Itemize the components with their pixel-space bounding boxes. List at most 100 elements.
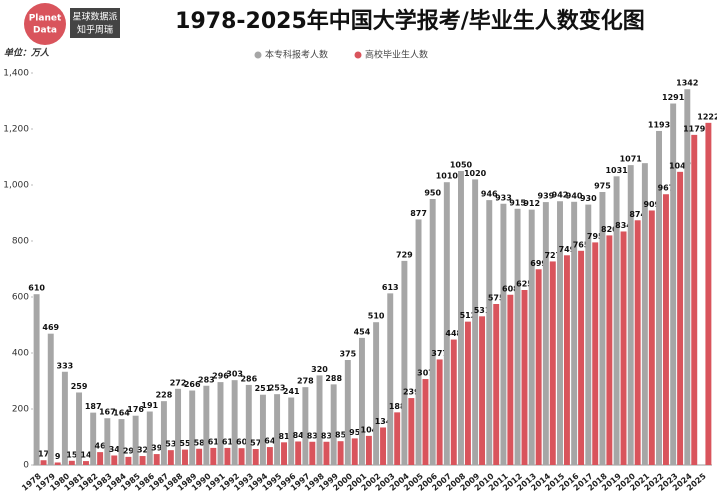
bar <box>691 134 698 465</box>
value-label: 1222 <box>697 112 717 121</box>
value-label: 1010 <box>436 172 459 181</box>
value-label: 85 <box>335 431 347 440</box>
bar <box>217 382 224 465</box>
value-label: 239 <box>403 388 420 397</box>
bar <box>479 316 486 465</box>
value-label: 259 <box>71 382 88 391</box>
bar <box>33 294 40 465</box>
y-tick-label: 0 <box>23 461 29 471</box>
bar <box>330 384 337 465</box>
value-label: 286 <box>240 374 257 383</box>
value-label: 288 <box>325 374 342 383</box>
value-label: 272 <box>170 378 187 387</box>
value-label: 296 <box>212 372 229 381</box>
bar <box>415 219 422 465</box>
bar <box>464 321 471 465</box>
bar <box>394 412 401 465</box>
bar <box>408 398 415 465</box>
value-label: 134 <box>375 417 392 426</box>
value-label: 307 <box>417 369 434 378</box>
value-label: 930 <box>580 194 597 203</box>
logo-brand: 星球数据派 <box>72 11 117 23</box>
bar <box>571 201 578 466</box>
bar <box>641 163 648 465</box>
bar <box>104 418 111 465</box>
y-tick-label: 600 <box>12 293 29 303</box>
bar <box>337 441 344 465</box>
value-label: 625 <box>516 280 533 289</box>
bar <box>47 333 54 465</box>
bar <box>316 375 323 465</box>
bar <box>274 394 281 465</box>
bar <box>118 419 125 465</box>
bar <box>429 199 436 465</box>
value-label: 512 <box>460 311 477 320</box>
value-label: 58 <box>194 438 206 447</box>
bar <box>443 182 450 465</box>
bar <box>656 130 662 465</box>
value-label: 1020 <box>464 169 487 178</box>
bar <box>549 261 556 465</box>
bar <box>167 450 174 465</box>
value-label: 975 <box>594 182 611 191</box>
bar <box>535 269 542 465</box>
value-label: 60 <box>236 438 248 447</box>
value-label: 34 <box>109 445 121 454</box>
value-label: 9 <box>55 452 61 461</box>
bar <box>76 392 83 465</box>
value-label: 874 <box>629 210 646 219</box>
value-label: 320 <box>311 365 328 374</box>
value-label: 1071 <box>620 155 643 164</box>
bar <box>281 442 287 465</box>
bar <box>68 460 75 465</box>
value-label: 14 <box>80 451 92 460</box>
bar <box>97 452 104 465</box>
bar <box>196 448 203 465</box>
bar <box>40 460 47 465</box>
bar <box>620 231 627 465</box>
value-label: 283 <box>198 375 215 384</box>
value-label: 1050 <box>450 161 473 170</box>
value-label: 608 <box>502 284 519 293</box>
value-label: 333 <box>57 361 74 370</box>
bar <box>521 290 528 465</box>
value-label: 448 <box>445 329 462 338</box>
logo-circle <box>24 3 66 45</box>
bar <box>557 201 563 466</box>
value-label: 191 <box>141 401 158 410</box>
legend-label: 本专科报考人数 <box>265 49 328 61</box>
value-label: 278 <box>297 377 314 386</box>
value-label: 303 <box>226 370 243 379</box>
value-label: 940 <box>566 191 583 200</box>
value-label: 15 <box>66 450 78 459</box>
bar <box>606 235 613 465</box>
bar <box>83 461 89 465</box>
value-label: 375 <box>339 350 356 359</box>
value-label: 55 <box>179 439 191 448</box>
value-label: 795 <box>587 232 604 241</box>
value-label: 942 <box>552 191 569 200</box>
bar <box>146 411 153 465</box>
y-tick-label: 1,000 <box>3 181 29 191</box>
value-label: 834 <box>615 221 632 230</box>
bar <box>380 427 387 465</box>
bar <box>323 441 330 465</box>
logo-text: Planet <box>29 14 62 24</box>
value-label: 575 <box>488 294 505 303</box>
bar <box>365 435 372 465</box>
bar <box>563 255 570 465</box>
value-label: 167 <box>99 408 116 417</box>
value-label: 187 <box>85 402 102 411</box>
bar <box>358 337 365 465</box>
bar <box>500 203 507 465</box>
y-tick-label: 200 <box>12 405 29 415</box>
value-label: 61 <box>208 437 220 446</box>
bar <box>160 401 167 465</box>
value-label: 32 <box>137 446 148 455</box>
bar <box>436 359 443 465</box>
bar <box>203 385 210 465</box>
value-label: 176 <box>127 405 144 414</box>
value-label: 188 <box>389 402 406 411</box>
value-label: 46 <box>95 442 107 451</box>
